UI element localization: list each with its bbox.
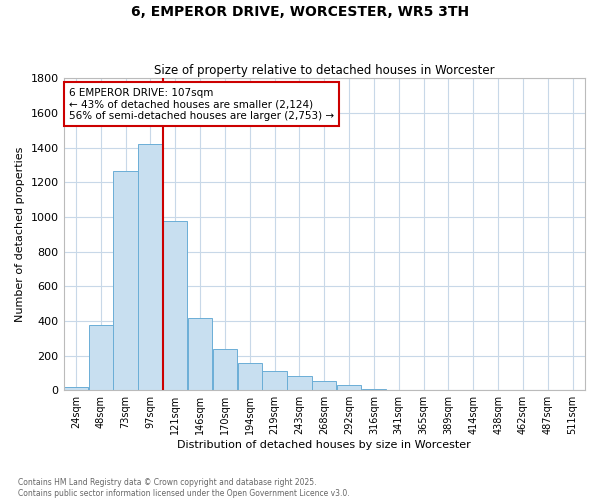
Bar [64, 386, 88, 390]
Bar [238, 364, 262, 390]
Text: Contains HM Land Registry data © Crown copyright and database right 2025.
Contai: Contains HM Land Registry data © Crown c… [18, 478, 350, 498]
Text: 6 EMPEROR DRIVE: 107sqm
← 43% of detached houses are smaller (2,124)
56% of semi: 6 EMPEROR DRIVE: 107sqm ← 43% of detache… [69, 88, 334, 120]
Bar [89, 325, 113, 390]
Text: 6, EMPEROR DRIVE, WORCESTER, WR5 3TH: 6, EMPEROR DRIVE, WORCESTER, WR5 3TH [131, 5, 469, 19]
Bar [213, 348, 237, 390]
Bar [337, 385, 361, 390]
Bar [138, 144, 163, 390]
Bar [287, 376, 311, 390]
Bar [113, 171, 138, 390]
Bar [312, 380, 337, 390]
Y-axis label: Number of detached properties: Number of detached properties [15, 146, 25, 322]
Bar [188, 318, 212, 390]
X-axis label: Distribution of detached houses by size in Worcester: Distribution of detached houses by size … [178, 440, 471, 450]
Bar [262, 371, 287, 390]
Title: Size of property relative to detached houses in Worcester: Size of property relative to detached ho… [154, 64, 494, 77]
Bar [163, 221, 187, 390]
